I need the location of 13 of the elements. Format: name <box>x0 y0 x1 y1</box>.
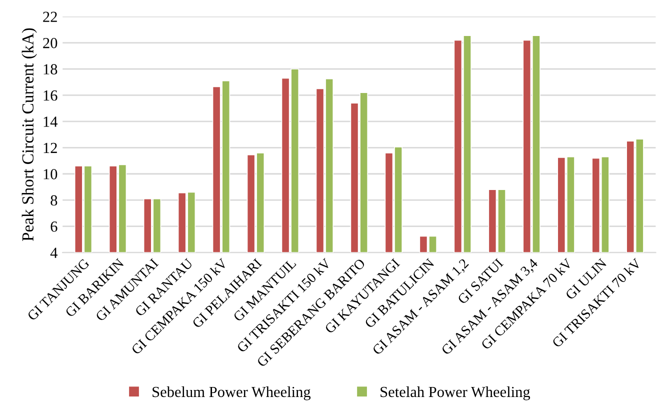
legend-label: Setelah Power Wheeling <box>380 386 530 400</box>
y-tick-label: 12 <box>44 142 57 153</box>
y-tick-label: 8 <box>50 195 58 206</box>
y-tick-label: 14 <box>44 116 58 127</box>
y-tick-label: 6 <box>50 222 58 232</box>
y-tick-label: 20 <box>43 38 58 48</box>
y-tick-label: 16 <box>44 90 58 101</box>
legend-label: Sebelum Power Wheeling <box>152 386 311 400</box>
y-tick-label: 18 <box>44 64 58 74</box>
y-tick-label: 10 <box>44 169 58 180</box>
y-axis-title: Peak Short Circuit Current (kA) <box>22 28 37 241</box>
y-tick-label: 4 <box>50 248 58 258</box>
y-tick-label: 22 <box>43 12 57 22</box>
